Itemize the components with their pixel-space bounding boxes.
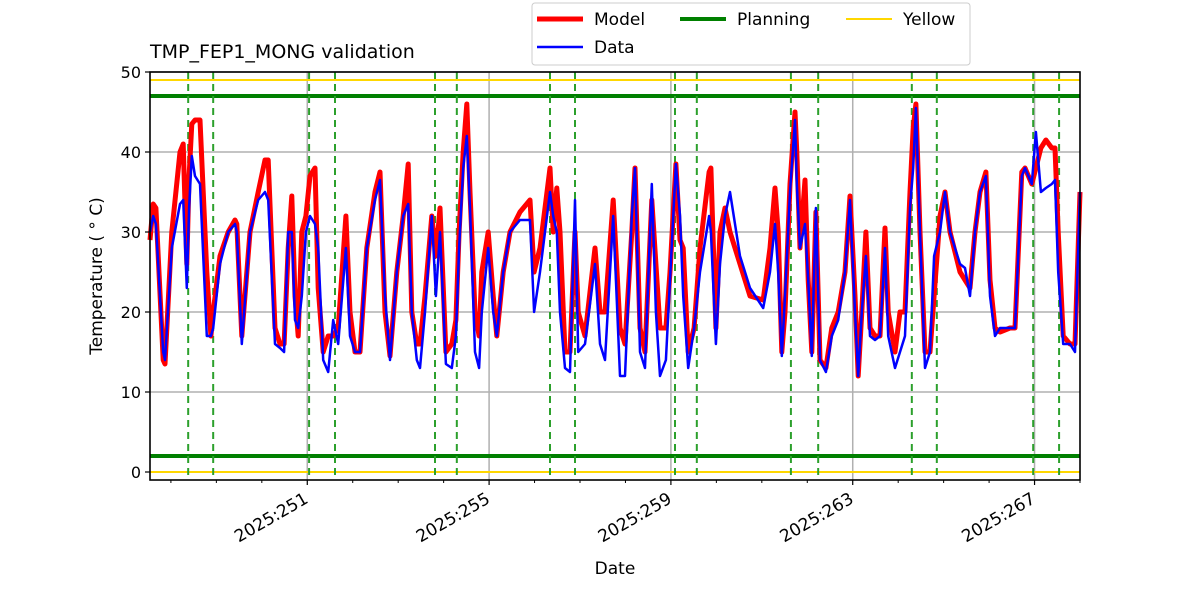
chart-title: TMP_FEP1_MONG validation (149, 41, 415, 63)
y-tick-label: 20 (121, 303, 141, 322)
y-tick-label: 50 (121, 63, 141, 82)
legend-label-model: Model (594, 10, 645, 30)
x-axis-label: Date (595, 559, 636, 579)
x-tick-label: 2025:267 (959, 489, 1040, 547)
series-line-data (148, 106, 1082, 378)
x-tick-label: 2025:259 (595, 489, 676, 547)
y-tick-label: 40 (121, 143, 141, 162)
x-tick-label: 2025:251 (231, 489, 312, 547)
x-tick-label: 2025:263 (777, 489, 858, 547)
y-tick-label: 30 (121, 223, 141, 242)
y-tick-label: 0 (131, 463, 141, 482)
legend: Model Planning Yellow Data (531, 2, 971, 66)
plot-area (147, 72, 1083, 480)
y-axis-label: Temperature ( ° C) (87, 197, 107, 356)
y-tick-label: 10 (121, 383, 141, 402)
legend-label-planning: Planning (737, 10, 810, 30)
axes-frame (149, 71, 1081, 481)
legend-label-data: Data (594, 38, 635, 58)
x-tick-label: 2025:255 (413, 489, 494, 547)
legend-label-yellow: Yellow (902, 10, 955, 30)
